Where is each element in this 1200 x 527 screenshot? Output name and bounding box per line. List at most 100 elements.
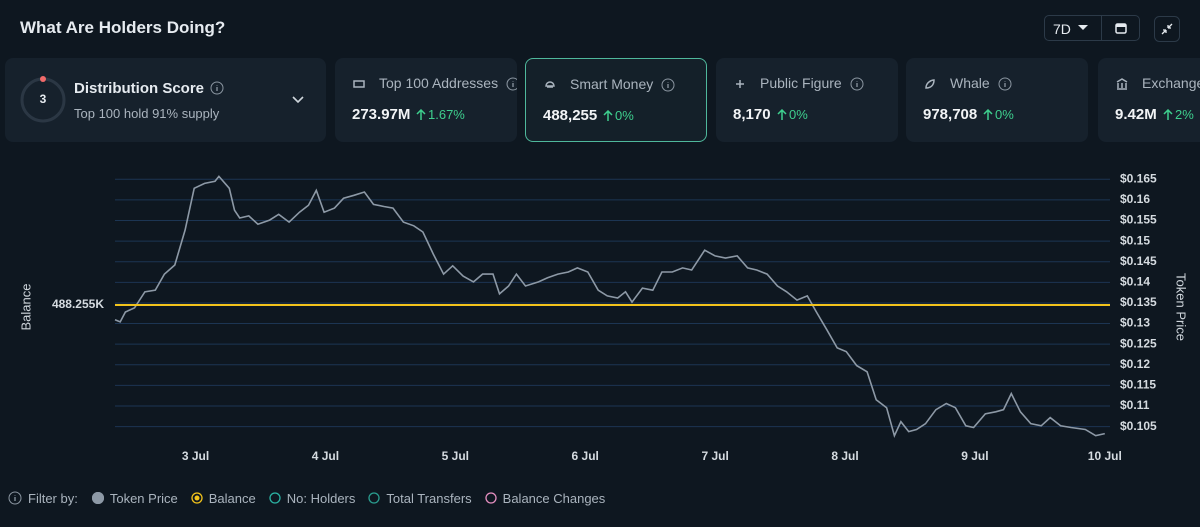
info-icon[interactable]: [850, 77, 864, 91]
card-icon: [1116, 78, 1128, 90]
y2-tick-label: $0.125: [1120, 336, 1157, 350]
arrow-shape: [777, 109, 787, 120]
legend-swatch: [368, 492, 381, 504]
legend-item[interactable]: No: Holders: [269, 490, 356, 506]
x-tick-label: 9 Jul: [961, 449, 988, 463]
legend-swatch: [91, 492, 104, 504]
info-icon[interactable]: [506, 77, 517, 91]
icon-shape: [925, 79, 935, 89]
arrow-shape: [983, 109, 993, 120]
y2-tick-label: $0.14: [1120, 274, 1150, 288]
score-ring: [20, 76, 66, 123]
card-label: Top 100 Addresses: [379, 75, 499, 91]
distribution-card[interactable]: 3 Distribution Score Top 100 hold 91% su…: [5, 58, 326, 142]
y2-tick-label: $0.165: [1120, 171, 1157, 185]
up-arrow: [983, 109, 993, 120]
y2-axis-title: Token Price: [1174, 273, 1189, 341]
legend-swatch: [191, 492, 203, 504]
icon-shape: [353, 80, 365, 88]
legend-item[interactable]: Total Transfers: [368, 491, 472, 506]
y2-tick-label: $0.145: [1120, 254, 1157, 268]
collapse-button[interactable]: [1154, 16, 1180, 42]
card-change: 2%: [1175, 107, 1194, 122]
info-ring: [8, 491, 22, 505]
title: What Are Holders Doing?: [20, 18, 226, 37]
up-arrow: [603, 110, 613, 121]
y2-tick-label: $0.16: [1120, 192, 1150, 206]
chart: Balance Token Price $0.105 $0.11 $0.115 $0.…: [18, 171, 1189, 463]
y2-tick-label: $0.105: [1120, 419, 1157, 433]
info-icon[interactable]: [998, 77, 1012, 91]
card-value: 488,255: [543, 107, 598, 124]
y2-tick-label: $0.15: [1120, 233, 1150, 247]
stat-card[interactable]: Public Figure 8,170 0%: [716, 58, 898, 142]
card-label: Exchanges: [1142, 75, 1200, 91]
chevron[interactable]: [292, 96, 304, 104]
info-icon: [8, 491, 22, 505]
arrow-shape: [1163, 109, 1173, 120]
card-icon: [353, 80, 365, 88]
legend-item[interactable]: Balance: [191, 491, 256, 506]
card-change: 1.67%: [428, 107, 465, 122]
icon-shape: [545, 81, 555, 88]
stat-card[interactable]: Smart Money 488,255 0%: [525, 58, 707, 142]
card-label: Public Figure: [760, 75, 842, 91]
x-tick-label: 8 Jul: [831, 449, 858, 463]
swatch-ring: [485, 492, 497, 504]
series-line: [114, 175, 1105, 439]
arrow-shape: [603, 110, 613, 121]
card-value: 9.42M: [1115, 106, 1157, 123]
swatch-dot: [194, 495, 200, 501]
y2-tick-label: $0.115: [1120, 378, 1156, 392]
legend-text: Balance Changes: [502, 490, 606, 506]
x-tick-label: 7 Jul: [701, 449, 728, 463]
y-axis-title: Balance: [18, 284, 33, 331]
card-change: 0%: [615, 108, 634, 123]
card-value: 8,170: [733, 106, 771, 123]
legend-label: Filter by:: [28, 490, 78, 506]
legend-text: No: Holders: [286, 490, 356, 506]
info-ring: [850, 77, 864, 91]
range-label: 7D: [1053, 21, 1071, 37]
distribution-title: Distribution Score: [74, 80, 205, 97]
x-tick-label: 3 Jul: [182, 449, 209, 463]
arrow-shape: [416, 109, 426, 120]
x-tick-label: 6 Jul: [572, 449, 599, 463]
card-change: 0%: [995, 107, 1014, 122]
y2-tick-label: $0.155: [1120, 213, 1157, 227]
legend: Filter by: Token Price Balance No: Holders T…: [8, 489, 618, 507]
swatch-ring: [269, 492, 281, 504]
y-tick-label: 488.255K: [52, 297, 104, 311]
calendar-icon[interactable]: [1115, 22, 1127, 34]
info-ring: [661, 78, 675, 92]
card-icon: [545, 81, 555, 88]
y2-tick-label: $0.13: [1120, 316, 1150, 330]
legend-item[interactable]: Balance Changes: [485, 490, 606, 506]
info-icon[interactable]: [210, 81, 224, 95]
distribution-subtitle: Top 100 hold 91% supply: [74, 106, 220, 121]
info-ring: [506, 77, 517, 91]
legend-swatch: [269, 492, 281, 504]
stat-card[interactable]: Top 100 Addresses 273.97M 1.67%: [335, 58, 517, 142]
x-tick-label: 4 Jul: [312, 449, 339, 463]
info-icon[interactable]: [661, 78, 675, 92]
x-tick-label: 10 Jul: [1088, 449, 1122, 463]
info-ring: [998, 77, 1012, 91]
icon-shape: [1116, 78, 1128, 90]
legend-item[interactable]: Token Price: [91, 491, 178, 506]
icon-shape: [736, 80, 744, 88]
y2-tick-label: $0.135: [1120, 295, 1157, 309]
card-icon: [736, 80, 744, 88]
up-arrow: [1163, 109, 1173, 120]
swatch-ring: [368, 492, 381, 504]
score: 3: [39, 92, 47, 106]
swatch-ring: [191, 492, 203, 504]
stat-card[interactable]: Exchanges 9.42M 2%: [1098, 58, 1200, 142]
card-label: Whale: [950, 75, 990, 91]
range-picker[interactable]: 7D: [1044, 15, 1140, 41]
stat-card[interactable]: Whale 978,708 0%: [906, 58, 1088, 142]
card-label: Smart Money: [570, 76, 654, 92]
dropdown-arrow: [1078, 25, 1088, 30]
y2-tick-label: $0.12: [1120, 357, 1150, 371]
